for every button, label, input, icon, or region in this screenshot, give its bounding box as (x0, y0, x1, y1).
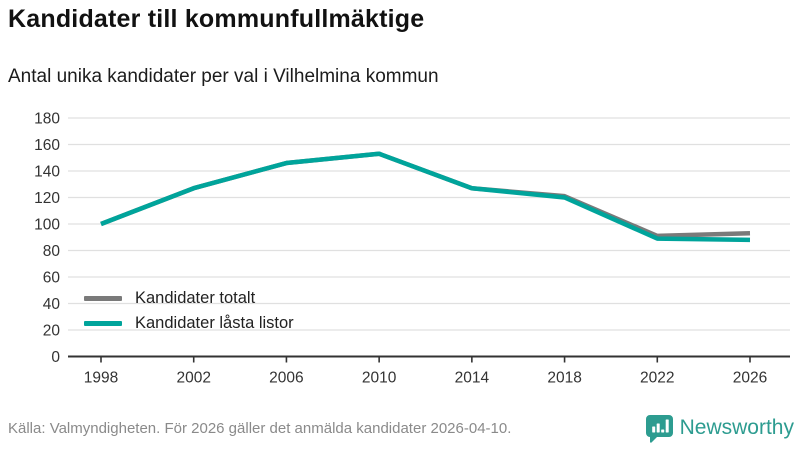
y-tick-label: 140 (34, 164, 60, 181)
legend-label-totalt: Kandidater totalt (135, 289, 256, 307)
x-tick-label: 2022 (640, 370, 674, 387)
line-chart: 0 20 40 60 80 100 120 140 160 180 1998 2002 2006 2010… (0, 100, 800, 400)
y-tick-label: 180 (34, 111, 60, 128)
chart-legend: Kandidater totalt Kandidater låsta listo… (84, 289, 294, 333)
x-tick-label: 1998 (84, 370, 118, 387)
legend-label-lasta-listor: Kandidater låsta listor (135, 314, 294, 332)
y-tick-label: 100 (34, 217, 60, 234)
legend-item-lasta-listor: Kandidater låsta listor (84, 314, 294, 333)
y-tick-label: 60 (43, 270, 61, 287)
footer: Källa: Valmyndigheten. För 2026 gäller d… (8, 412, 794, 444)
y-tick-label: 80 (43, 243, 61, 260)
legend-item-totalt: Kandidater totalt (84, 289, 294, 308)
series-line-lasta-listor (100, 151, 751, 243)
y-tick-label: 40 (43, 296, 61, 313)
newsworthy-wordmark: Newsworthy (679, 416, 794, 439)
legend-swatch-totalt (84, 296, 122, 301)
y-tick-label: 0 (51, 349, 60, 366)
x-tick-label: 2002 (176, 370, 210, 387)
y-tick-label: 20 (43, 323, 61, 340)
x-tick-label: 2014 (455, 370, 490, 387)
page-title: Kandidater till kommunfullmäktige (8, 5, 425, 33)
x-tick-label: 2026 (733, 370, 767, 387)
page-subtitle: Antal unika kandidater per val i Vilhelm… (8, 66, 439, 87)
x-tick-label: 2018 (547, 370, 581, 387)
x-tick-label: 2010 (362, 370, 397, 387)
source-note: Källa: Valmyndigheten. För 2026 gäller d… (8, 419, 512, 437)
newsworthy-speech-bubble-chart-icon (645, 414, 673, 443)
y-tick-label: 120 (34, 190, 60, 207)
newsworthy-logo: Newsworthy (645, 414, 794, 443)
y-tick-label: 160 (34, 137, 60, 154)
x-tick-label: 2006 (269, 370, 303, 387)
chart-canvas: 0 20 40 60 80 100 120 140 160 180 1998 2002 2006 2010… (34, 111, 790, 387)
legend-swatch-lasta-listor (84, 321, 122, 326)
